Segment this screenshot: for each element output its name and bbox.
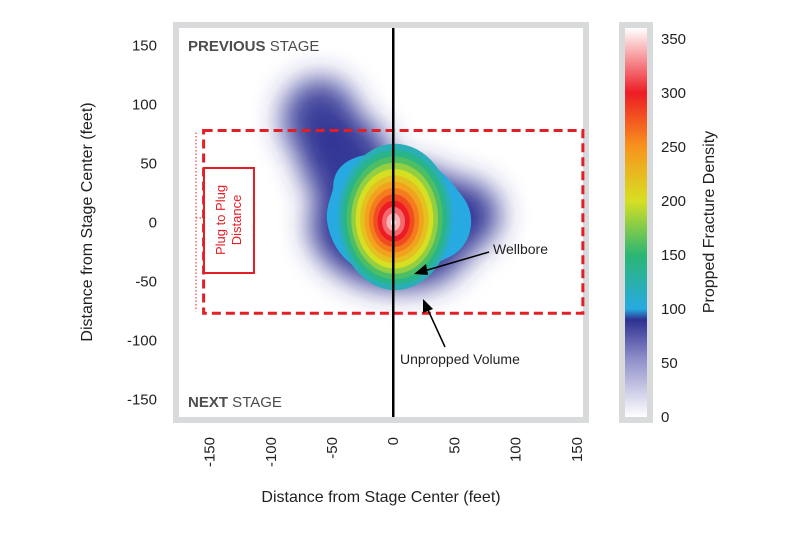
plug-label-box <box>203 167 255 274</box>
y-tick-label: 100 <box>132 97 157 114</box>
next-stage-bold: NEXT <box>188 394 228 411</box>
previous-stage-label: PREVIOUS STAGE <box>188 38 319 55</box>
x-tick-label: -100 <box>263 437 280 467</box>
x-tick-label: 0 <box>385 437 402 445</box>
colorbar-gradient <box>625 28 647 417</box>
colorbar: 350 300 250 200 150 100 50 0 Propped Fracture D… <box>619 22 718 426</box>
x-tick-label: -150 <box>202 437 219 467</box>
colorbar-tick-label: 50 <box>661 355 678 372</box>
unpropped-label: Unpropped Volume <box>400 351 520 367</box>
unpropped-arrow-line <box>427 309 446 348</box>
y-tick-label: 150 <box>132 38 157 55</box>
y-tick-label: -100 <box>127 332 157 349</box>
plug-label-line2: Distance <box>229 195 244 246</box>
wellbore-annotation: Wellbore <box>414 241 548 275</box>
y-tick-label: 0 <box>149 215 157 232</box>
y-tick-label: -150 <box>127 391 157 408</box>
colorbar-tick-label: 200 <box>661 193 686 210</box>
y-axis-title: Distance from Stage Center (feet) <box>79 102 96 341</box>
y-tick-label: 50 <box>140 156 157 173</box>
colorbar-tick-label: 0 <box>661 409 669 426</box>
next-stage-label: NEXT STAGE <box>188 394 282 411</box>
previous-stage-rest: STAGE <box>266 38 320 55</box>
x-tick-label: 100 <box>508 437 525 462</box>
colorbar-tick-label: 350 <box>661 31 686 48</box>
plug-label-line1: Plug to Plug <box>213 185 228 255</box>
colorbar-tick-label: 300 <box>661 85 686 102</box>
plug-distance-dimension: Plug to Plug Distance <box>195 132 255 312</box>
y-axis-ticks: 150 100 50 0 -50 -100 -150 <box>127 38 157 409</box>
next-stage-rest: STAGE <box>228 394 282 411</box>
colorbar-tick-label: 250 <box>661 139 686 156</box>
colorbar-tick-label: 150 <box>661 247 686 264</box>
unpropped-arrow-head <box>423 299 433 313</box>
unpropped-annotation: Unpropped Volume <box>400 299 520 367</box>
x-tick-label: -50 <box>324 437 341 459</box>
previous-stage-bold: PREVIOUS <box>188 38 266 55</box>
x-tick-label: 150 <box>569 437 586 462</box>
x-tick-label: 50 <box>446 437 463 454</box>
x-axis-title: Distance from Stage Center (feet) <box>261 489 500 506</box>
x-axis-ticks: -150 -100 -50 0 50 100 150 <box>202 437 586 467</box>
colorbar-ticks: 350 300 250 200 150 100 50 0 <box>661 31 686 426</box>
wellbore-arrow-line <box>423 251 490 272</box>
wellbore-label: Wellbore <box>493 241 548 257</box>
wellbore-arrow-head <box>414 264 428 275</box>
colorbar-title: Propped Fracture Density <box>701 131 718 313</box>
colorbar-tick-label: 100 <box>661 301 686 318</box>
y-tick-label: -50 <box>135 273 157 290</box>
